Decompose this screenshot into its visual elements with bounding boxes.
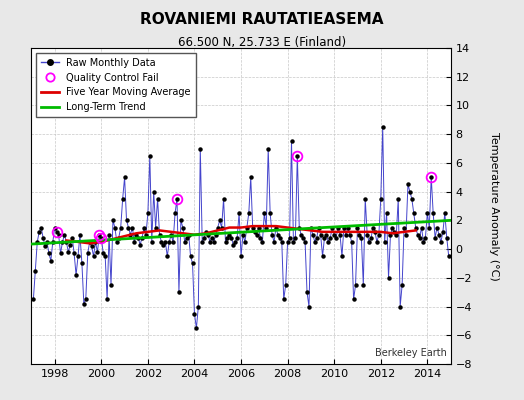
Text: ROVANIEMI RAUTATIEASEMA: ROVANIEMI RAUTATIEASEMA	[140, 12, 384, 27]
Text: 66.500 N, 25.733 E (Finland): 66.500 N, 25.733 E (Finland)	[178, 36, 346, 49]
Legend: Raw Monthly Data, Quality Control Fail, Five Year Moving Average, Long-Term Tren: Raw Monthly Data, Quality Control Fail, …	[36, 53, 196, 117]
Text: Berkeley Earth: Berkeley Earth	[375, 348, 446, 358]
Y-axis label: Temperature Anomaly (°C): Temperature Anomaly (°C)	[489, 132, 499, 280]
